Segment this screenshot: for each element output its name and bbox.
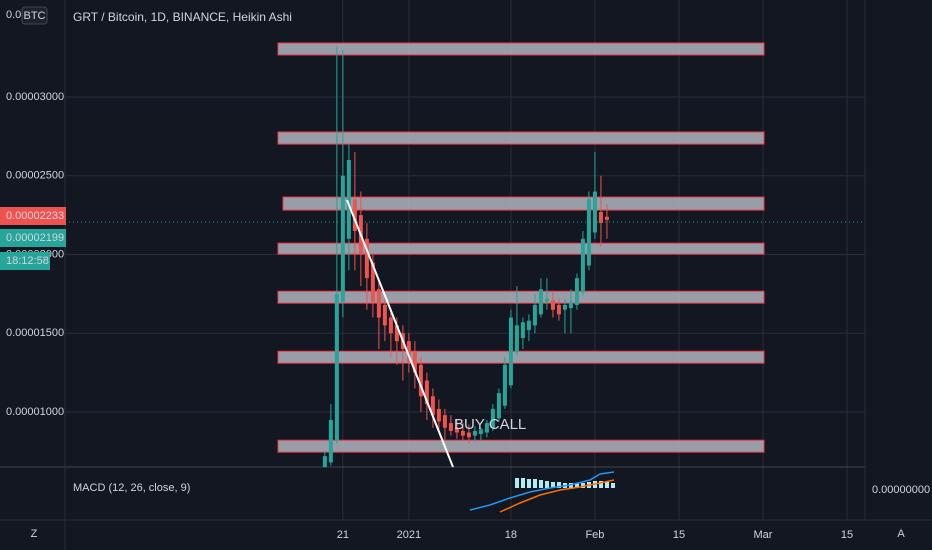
top-label: 0.0 xyxy=(6,9,21,21)
candle-body xyxy=(424,380,429,405)
chart-title: GRT / Bitcoin, 1D, BINANCE, Heikin Ashi xyxy=(73,10,292,24)
candle-body xyxy=(526,320,531,331)
indicator-label: MACD (12, 26, close, 9) xyxy=(73,482,190,494)
candle-body xyxy=(442,415,447,428)
candle-body xyxy=(406,341,411,362)
candle-body xyxy=(496,393,501,419)
candle-body xyxy=(520,322,525,339)
y-tick-label: 0.00001500 xyxy=(6,327,64,339)
candle-body xyxy=(466,432,471,438)
zone xyxy=(277,439,765,453)
candle-body xyxy=(364,238,369,279)
zone xyxy=(277,290,765,304)
candle-body xyxy=(412,352,417,373)
zone xyxy=(277,131,765,145)
candle-body xyxy=(586,199,591,266)
countdown-box xyxy=(0,252,50,270)
candle-body xyxy=(352,199,357,231)
candle-body xyxy=(598,212,603,224)
last-price-label: 0.00002233 xyxy=(6,210,64,222)
candle-body xyxy=(592,191,597,233)
candle-body xyxy=(580,238,585,293)
corner-left[interactable]: Z xyxy=(31,528,38,540)
candle-body xyxy=(556,304,561,315)
candle-body xyxy=(508,317,513,386)
candle-body xyxy=(574,278,579,305)
currency-badge[interactable]: BTC xyxy=(24,10,46,22)
candle-body xyxy=(370,262,375,302)
candle-body xyxy=(340,175,345,302)
candle-body xyxy=(454,427,459,433)
x-tick-label: 15 xyxy=(841,529,853,541)
macd-line xyxy=(469,471,615,511)
candle-body xyxy=(334,293,339,441)
candle-body xyxy=(328,419,333,463)
signal-line xyxy=(499,479,615,513)
trend-line xyxy=(346,199,454,468)
candle-body xyxy=(376,289,381,318)
countdown: 18:12:58 xyxy=(6,255,49,267)
candle-body xyxy=(346,160,351,239)
annotation: BUY CALL xyxy=(454,416,526,433)
last-price-box xyxy=(0,207,66,225)
x-tick-label: Mar xyxy=(753,529,772,541)
y-tick-label: 0.00003000 xyxy=(6,91,64,103)
candle-body xyxy=(448,423,453,431)
zone xyxy=(277,242,765,255)
prev-price-box xyxy=(0,229,66,247)
candle-body xyxy=(478,429,483,435)
candle-body xyxy=(484,423,489,433)
candle-body xyxy=(604,216,609,220)
x-tick-label: 21 xyxy=(337,529,349,541)
x-tick-label: 15 xyxy=(673,529,685,541)
candle-body xyxy=(568,301,573,309)
candle-body xyxy=(436,408,441,422)
zone xyxy=(282,196,765,211)
candle-body xyxy=(460,430,465,436)
candle-body xyxy=(550,300,555,310)
candle-body xyxy=(394,325,399,342)
candle-body xyxy=(388,317,393,334)
currency-badge-box[interactable] xyxy=(21,6,48,25)
y-tick-label: 0.00002500 xyxy=(6,170,64,182)
y-tick-label: 0.00001000 xyxy=(6,406,64,418)
corner-right[interactable]: A xyxy=(897,528,905,540)
zone xyxy=(277,42,765,56)
candle-body xyxy=(430,396,435,416)
candle-body xyxy=(562,304,567,310)
x-tick-label: 2021 xyxy=(397,529,421,541)
zone xyxy=(277,350,765,364)
candle-body xyxy=(544,298,549,302)
candle-body xyxy=(472,430,477,436)
x-tick-label: 18 xyxy=(505,529,517,541)
candle-body xyxy=(532,304,537,326)
candle-body xyxy=(514,325,519,353)
candle-body xyxy=(490,408,495,428)
x-tick-label: Feb xyxy=(585,529,604,541)
prev-price-label: 0.00002199 xyxy=(6,232,64,244)
candle-body xyxy=(538,289,543,315)
candle-body xyxy=(418,364,423,397)
indicator-value: 0.00000000 xyxy=(872,484,930,496)
candle-body xyxy=(322,456,327,468)
candle-body xyxy=(382,304,387,326)
candle-body xyxy=(502,364,507,406)
